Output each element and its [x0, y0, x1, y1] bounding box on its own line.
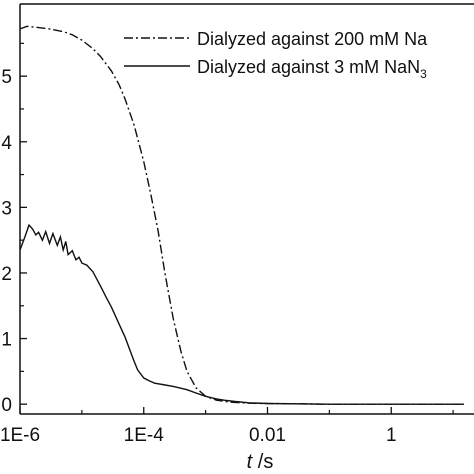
x-tick-label: 1E-6 — [0, 425, 40, 446]
x-axis-label: t /s — [247, 451, 274, 473]
series-line-2 — [19, 223, 464, 405]
x-tick-label: 0.01 — [249, 425, 286, 446]
y-tick-label: 5 — [1, 67, 12, 88]
plot-lines — [19, 25, 464, 405]
y-tick-label: 0 — [1, 395, 12, 416]
y-tick-label: 4 — [1, 133, 12, 154]
y-axis-ticks: 0 1 2 3 4 5 — [1, 42, 27, 416]
legend-label-1: Dialyzed against 200 mM Na — [197, 29, 428, 49]
x-axis-label-rest: /s — [252, 451, 273, 473]
legend: Dialyzed against 200 mM Na Dialyzed again… — [124, 29, 428, 81]
x-tick-label: 1 — [386, 425, 397, 446]
x-axis-label-italic: t — [247, 451, 254, 473]
x-tick-label: 1E-4 — [124, 425, 165, 446]
legend-label-text: Dialyzed against 3 mM NaN — [197, 57, 420, 77]
series-line-1 — [19, 25, 464, 405]
x-axis-ticks: 1E-6 1E-4 0.01 1 — [0, 407, 454, 446]
legend-label-text: Dialyzed against 200 mM Na — [197, 29, 428, 49]
plot-frame — [19, 3, 474, 415]
legend-label-2: Dialyzed against 3 mM NaN3 — [197, 57, 427, 81]
y-tick-label: 1 — [1, 330, 12, 351]
y-tick-label: 3 — [1, 198, 12, 219]
legend-label-subscript: 3 — [420, 67, 427, 81]
y-tick-label: 2 — [1, 264, 12, 285]
